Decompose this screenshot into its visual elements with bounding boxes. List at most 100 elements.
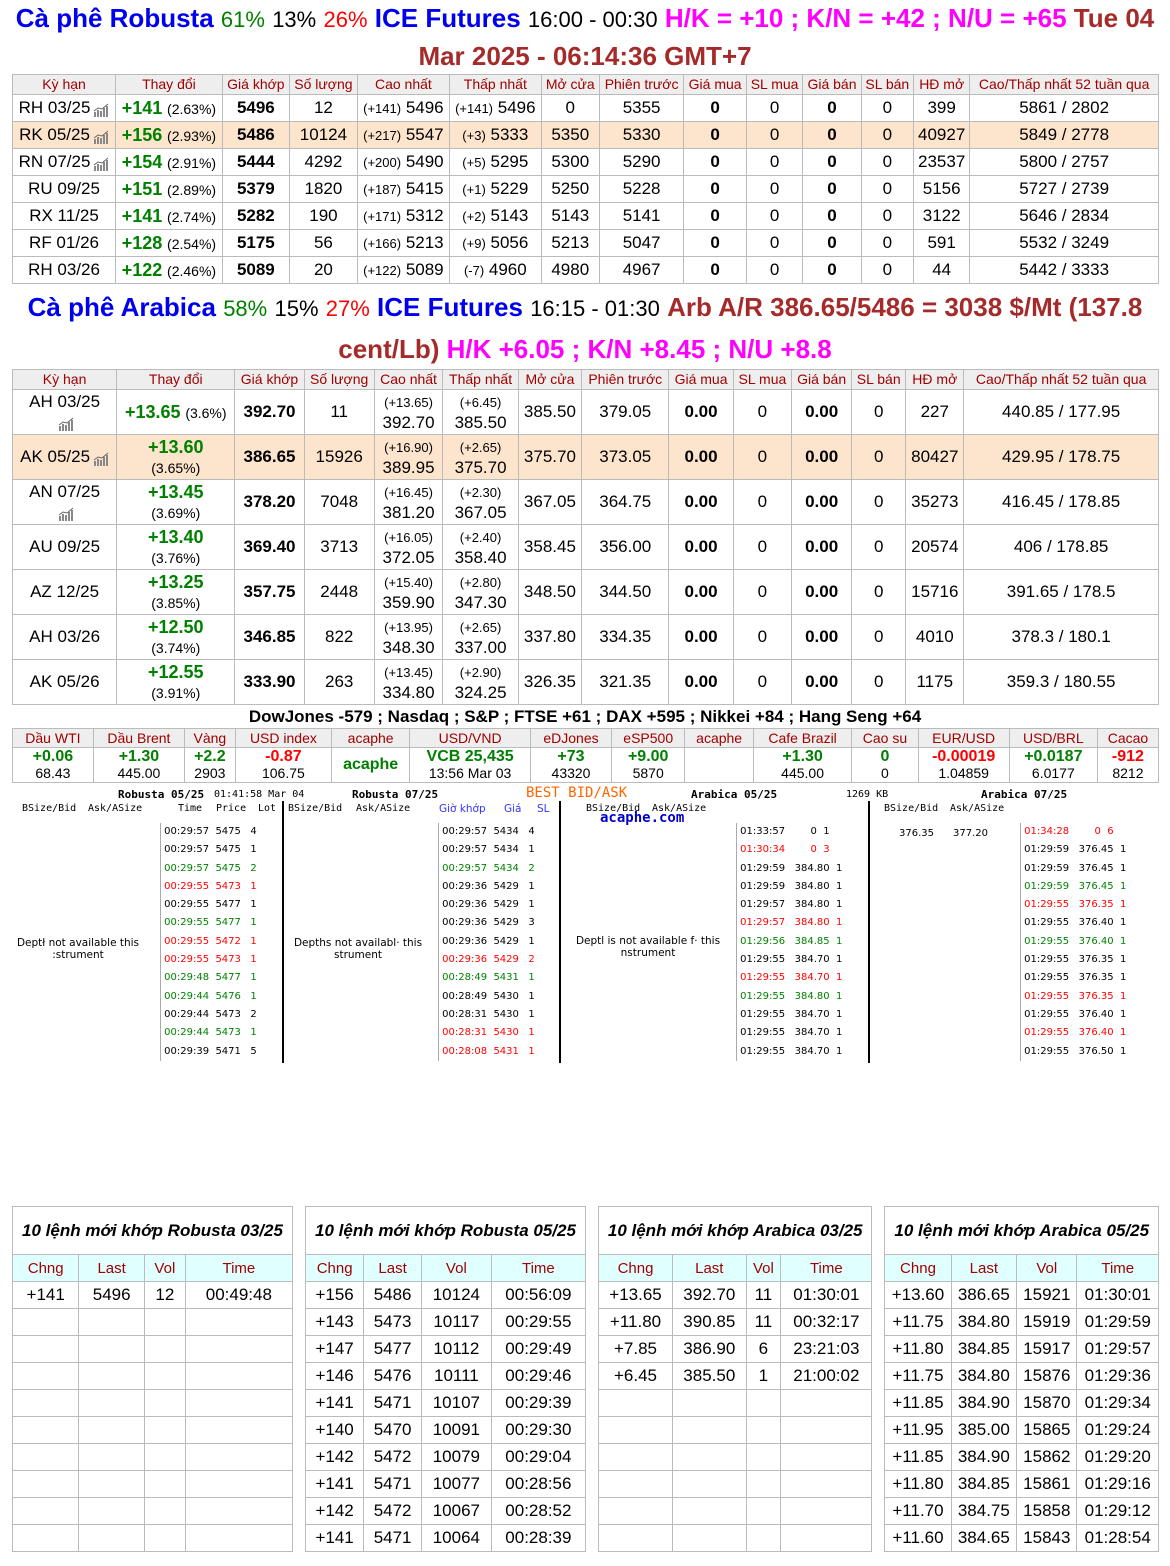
contract-row[interactable]: RX 11/25 +141 (2.74%) 5282 190 (+171) 5312 (+… <box>11 202 1159 230</box>
market-cell: VCB 25,435 13:56 Mar 03 <box>409 747 532 783</box>
ask-price: 0.00 <box>791 434 853 480</box>
contract-term[interactable]: AN 07/25 <box>11 479 118 525</box>
trade-row: +140 5470 10091 00:29:30 +11.95 385.00 15865 01… <box>11 1416 1159 1444</box>
previous-settle: 4967 <box>598 256 685 284</box>
acaphe-link[interactable]: acaphe.com <box>600 810 685 826</box>
column-header: Thấp nhất <box>442 369 519 390</box>
contract-term[interactable]: AZ 12/25 <box>11 569 118 615</box>
price-header: Price <box>216 803 247 814</box>
low-value: 5295 <box>490 152 529 171</box>
contract-row[interactable]: RF 01/26 +128 (2.54%) 5175 56 (+166) 5213 (+9… <box>11 229 1159 257</box>
column-header: Vol <box>1016 1254 1078 1282</box>
contract-row[interactable]: AH 03/25 +13.65 (3.6%) 392.70 11 (+13.65) 392… <box>11 389 1159 435</box>
trade-last: 384.90 <box>950 1443 1018 1471</box>
arabica-0725-bid: 376.35 <box>899 828 934 839</box>
trade-line: 00:29:55 5473 1 <box>161 954 257 966</box>
chart-icon[interactable] <box>58 506 74 521</box>
high-value: 348.30 <box>382 637 435 657</box>
contract-row[interactable]: AH 03/26 +12.50 (3.74%) 346.85 822 (+13.95) 34… <box>11 614 1159 660</box>
contract-term[interactable]: AH 03/25 <box>11 389 118 435</box>
change-percent: (3.74%) <box>151 639 201 656</box>
contract-row[interactable]: AK 05/26 +12.55 (3.91%) 333.90 263 (+13.45) 33… <box>11 659 1159 705</box>
contract-row[interactable]: AU 09/25 +13.40 (3.76%) 369.40 3713 (+16.05) 3… <box>11 524 1159 570</box>
trade-line: 01:29:55 376.50 1 <box>1021 1045 1127 1057</box>
contract-row[interactable]: RN 07/25 +154 (2.91%) 5444 4292 (+200) 5490(… <box>11 148 1159 176</box>
high-value: 392.70 <box>382 412 435 432</box>
contract-row[interactable]: AK 05/25 +13.60 (3.65%) 386.65 15926 (+16.90)… <box>11 434 1159 480</box>
contract-term[interactable]: AK 05/25 <box>11 434 118 480</box>
gap <box>291 1281 306 1309</box>
high-change: (+13.45) <box>384 664 433 680</box>
chart-icon[interactable] <box>93 102 109 117</box>
ask-size: 0 <box>860 148 915 176</box>
market-cell[interactable]: acaphe <box>331 747 411 783</box>
ask-price: 0 <box>802 94 862 122</box>
open-price: 337.80 <box>517 614 583 660</box>
column-header: Cao/Thấp nhất 52 tuần qua <box>969 74 1159 95</box>
arabica-header: Cà phê Arabica 58% 15% 27% ICE Futures 1… <box>0 287 1170 369</box>
ask-size: 0 <box>851 524 907 570</box>
contract-term[interactable]: RH 03/26 <box>11 256 117 284</box>
contract-term[interactable]: AH 03/26 <box>11 614 118 660</box>
chart-icon[interactable] <box>58 416 74 431</box>
change-percent: (3.76%) <box>151 549 201 566</box>
contract-row[interactable]: RH 03/26 +122 (2.46%) 5089 20 (+122) 5089 (-7… <box>11 256 1159 284</box>
contract-row[interactable]: RK 05/25 +156 (2.93%) 5486 10124 (+217) 5547… <box>11 121 1159 149</box>
arabica-title: Cà phê Arabica <box>27 292 216 322</box>
contract-term[interactable]: RU 09/25 <box>11 175 117 203</box>
trade-line: 01:29:59 376.45 1 <box>1021 844 1127 856</box>
change-percent: (3.69%) <box>151 504 201 521</box>
contract-term[interactable]: AU 09/25 <box>11 524 118 570</box>
bid-size: 0 <box>732 479 793 525</box>
bid-size: 0 <box>732 389 793 435</box>
market-change: +1.30 <box>118 748 160 765</box>
trade-change: +6.45 <box>597 1362 674 1390</box>
chart-icon[interactable] <box>93 129 109 144</box>
market-label: Dầu Brent <box>92 728 186 748</box>
trade-line: 01:29:55 384.70 1 <box>737 1045 843 1057</box>
week52-high-low: 5646 / 2834 <box>969 202 1159 230</box>
contract-row[interactable]: RU 09/25 +151 (2.89%) 5379 1820 (+187) 5415(… <box>11 175 1159 203</box>
week52-high-low: 378.3 / 180.1 <box>963 614 1159 660</box>
gap <box>291 1254 306 1282</box>
trade-last <box>672 1389 747 1417</box>
market-cell[interactable] <box>684 747 754 783</box>
bid-size: 0 <box>732 659 793 705</box>
contract-term[interactable]: RK 05/25 <box>11 121 117 149</box>
contract-term[interactable]: RH 03/25 <box>11 94 117 122</box>
trade-volume: 11 <box>745 1308 782 1336</box>
term-label: AH 03/26 <box>29 627 101 646</box>
trade-last: 386.90 <box>672 1335 747 1363</box>
contract-term[interactable]: RN 07/25 <box>11 148 117 176</box>
contract-row[interactable]: AZ 12/25 +13.25 (3.85%) 357.75 2448 (+15.40) 3… <box>11 569 1159 615</box>
chart-icon[interactable] <box>93 451 109 466</box>
contract-term[interactable]: AK 05/26 <box>11 659 118 705</box>
trade-time <box>184 1497 293 1525</box>
low-cell: (+3) 5333 <box>448 121 542 149</box>
gap <box>584 1335 599 1363</box>
open-interest: 3122 <box>913 202 971 230</box>
trade-row: +141 5496 12 00:49:48 +156 5486 10124 00:56:09 +… <box>11 1281 1159 1309</box>
trade-volume: 15870 <box>1016 1389 1078 1417</box>
last-price: 346.85 <box>234 614 305 660</box>
depth-unavailable: Deptl is not available f· this nstrument <box>575 935 721 959</box>
contract-term[interactable]: RF 01/26 <box>11 229 117 257</box>
change-percent: (3.85%) <box>151 594 201 611</box>
gap <box>291 1470 306 1498</box>
change-value: +13.25 <box>148 571 204 592</box>
market-value: 5870 <box>632 765 664 781</box>
contract-term[interactable]: RX 11/25 <box>11 202 117 230</box>
bid-size: 0 <box>745 94 804 122</box>
contract-row[interactable]: AN 07/25 +13.45 (3.69%) 378.20 7048 (+16.45) 3… <box>11 479 1159 525</box>
market-label: EUR/USD <box>917 728 1010 748</box>
trade-volume: 6 <box>745 1335 782 1363</box>
chart-icon[interactable] <box>93 156 109 171</box>
contract-row[interactable]: RH 03/25 +141 (2.63%) 5496 12 (+141) 5496 (+1… <box>11 94 1159 122</box>
high-value: 5496 <box>405 98 444 117</box>
last-price: 5089 <box>221 256 290 284</box>
trade-change: +7.85 <box>597 1335 674 1363</box>
gap <box>291 1362 306 1390</box>
trade-last: 390.85 <box>672 1308 747 1336</box>
trade-last: 384.90 <box>950 1389 1018 1417</box>
last-price: 5379 <box>221 175 290 203</box>
